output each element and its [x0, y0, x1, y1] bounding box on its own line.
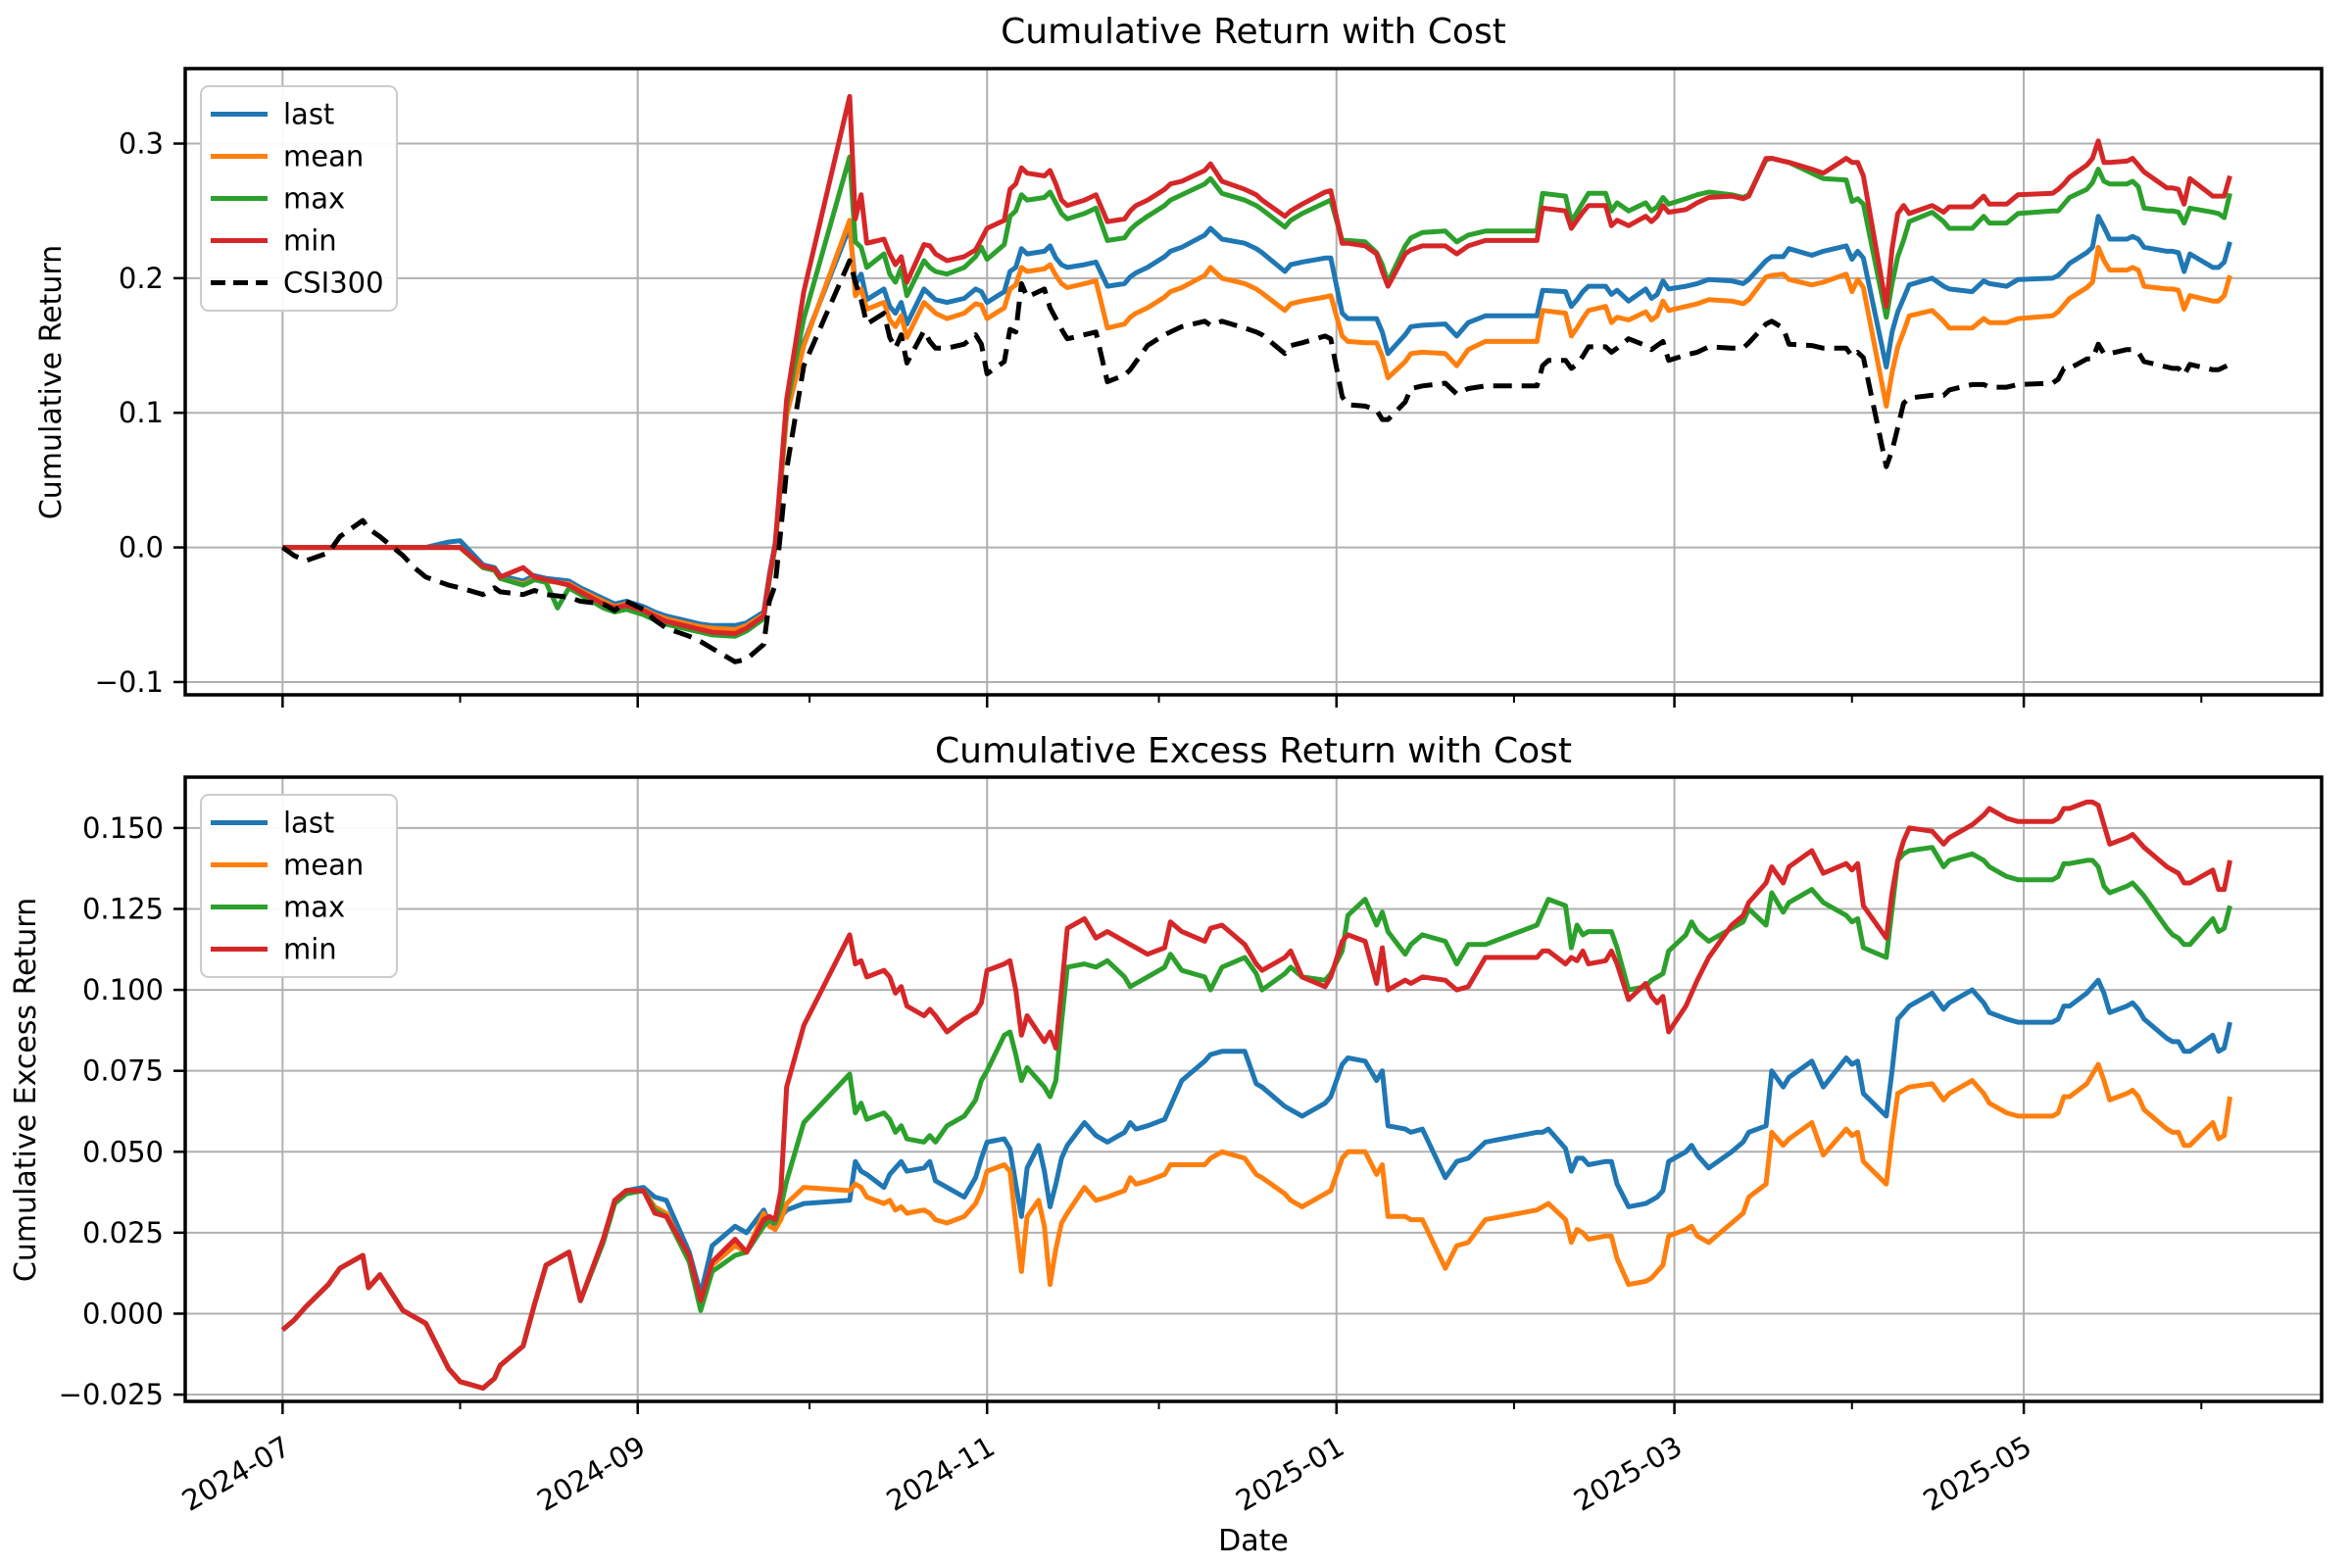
bottom-chart-title: Cumulative Excess Return with Cost [935, 731, 1572, 771]
plot-frame [183, 775, 2324, 1403]
x-tick-label: 2024-09 [531, 1430, 651, 1518]
legend-label-last: last [283, 807, 334, 840]
y-tick-label: 0.2 [119, 262, 164, 295]
legend: last mean max min CSI300 [200, 85, 398, 312]
legend-label-CSI300: CSI300 [283, 267, 384, 300]
legend-label-max: max [283, 891, 345, 924]
legend-label-mean: mean [283, 140, 364, 173]
x-tick-label: 2024-11 [881, 1430, 1001, 1518]
render-root: 0.3 0.2 0.1 0.0 −0.1 last mean max min CSI300 0.15… [59, 67, 2324, 1518]
series-min-line [280, 799, 2232, 1391]
y-tick-label: 0.3 [119, 127, 164, 161]
x-tick-label: 2024-07 [176, 1430, 296, 1518]
series-last-line [280, 977, 2232, 1391]
series-CSI300-line [280, 258, 2231, 664]
legend-label-max: max [283, 182, 345, 216]
y-tick-label: −0.025 [59, 1378, 164, 1411]
axes-cumulative-excess-return: 0.150 0.125 0.100 0.075 0.050 0.025 0.000 −0.02… [59, 775, 2324, 1518]
bottom-chart-ylabel: Cumulative Excess Return [9, 898, 43, 1282]
series-mean-line [280, 1061, 2232, 1391]
y-tick-label: 0.1 [119, 396, 164, 429]
axes-cumulative-return: 0.3 0.2 0.1 0.0 −0.1 last mean max min CSI300 [95, 67, 2324, 708]
top-chart-ylabel: Cumulative Return [34, 245, 69, 519]
y-tick-label: 0.025 [82, 1216, 164, 1250]
legend-label-min: min [283, 933, 337, 966]
x-tick-label: 2025-03 [1568, 1430, 1688, 1518]
legend-label-min: min [283, 224, 337, 258]
y-tick-label: 0.100 [82, 973, 164, 1006]
y-tick-label: 0.150 [82, 811, 164, 845]
legend: last mean max min [200, 794, 398, 978]
plot-frame [183, 67, 2324, 697]
top-chart-title: Cumulative Return with Cost [1001, 12, 1506, 52]
x-tick-label: 2025-05 [1918, 1430, 2037, 1518]
series-min-line [282, 93, 2232, 636]
y-tick-label: 0.000 [82, 1297, 164, 1330]
y-tick-label: 0.050 [82, 1135, 164, 1168]
y-tick-label: 0.075 [82, 1054, 164, 1088]
y-tick-label: 0.0 [119, 531, 164, 564]
legend-frame [200, 794, 398, 978]
y-tick-label: 0.125 [82, 892, 164, 925]
legend-frame [200, 85, 398, 312]
grid [185, 69, 2322, 695]
series-max-line [282, 154, 2232, 639]
y-tick-label: −0.1 [95, 665, 164, 699]
x-axis-label: Date [1218, 1524, 1289, 1558]
x-tick-label: 2025-01 [1230, 1430, 1349, 1518]
legend-label-last: last [283, 98, 334, 131]
legend-label-mean: mean [283, 849, 364, 882]
series-max-line [280, 845, 2232, 1391]
